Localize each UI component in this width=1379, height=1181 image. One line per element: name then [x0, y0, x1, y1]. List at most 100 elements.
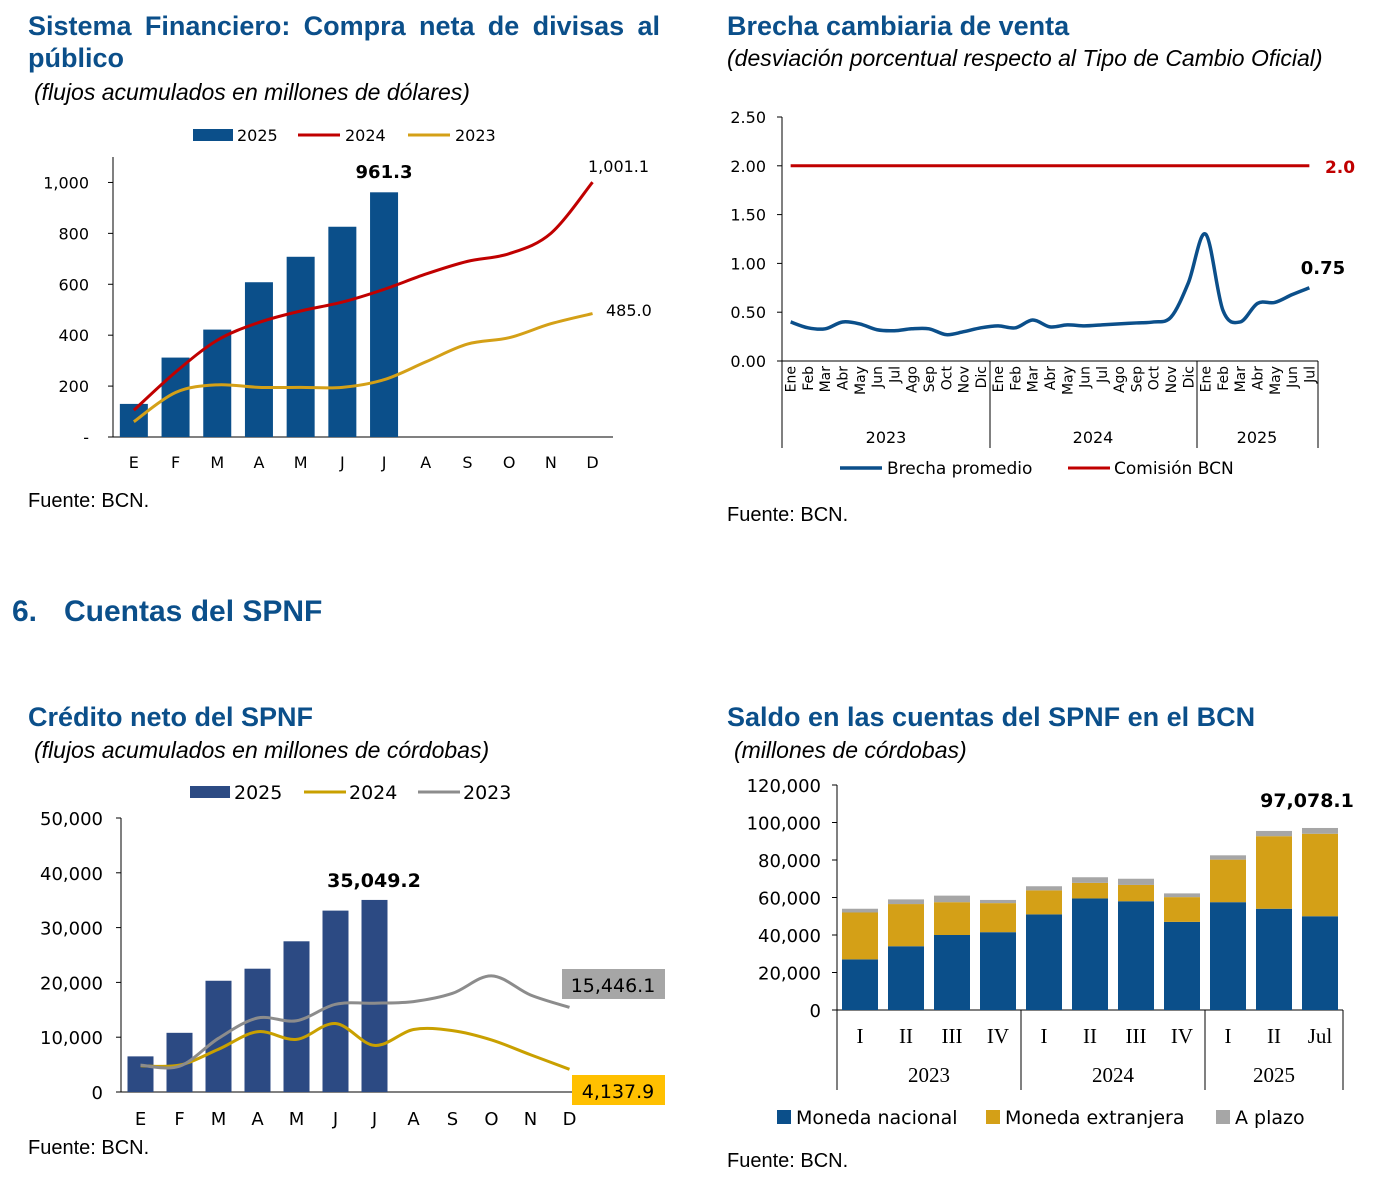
- month-label: Feb: [801, 366, 817, 391]
- bar-moneda-extranjera: [842, 912, 878, 960]
- y-tick-label: 0.00: [730, 352, 766, 371]
- chart3-subtitle: (flujos acumulados en millones de córdob…: [34, 737, 490, 763]
- y-tick-label: 60,000: [758, 889, 821, 910]
- y-tick-label: 1.00: [730, 254, 766, 273]
- y-tick-label: 30,000: [40, 919, 103, 940]
- year-label: 2023: [866, 428, 907, 447]
- x-tick-label: M: [211, 1109, 227, 1130]
- x-tick-label: IV: [987, 1024, 1009, 1048]
- chart1-source: Fuente: BCN.: [28, 490, 150, 512]
- chart2-source: Fuente: BCN.: [727, 504, 849, 526]
- bar-moneda-nacional: [1118, 901, 1154, 1010]
- y-tick-label: -: [83, 428, 89, 447]
- month-label: Jul: [887, 366, 903, 384]
- bar-moneda-extranjera: [980, 903, 1016, 933]
- line2024-end-label: 4,137.9: [582, 1081, 655, 1103]
- bar-moneda-nacional: [842, 959, 878, 1010]
- month-label: Jun: [870, 366, 886, 389]
- x-tick-label: I: [857, 1024, 864, 1048]
- month-label: Mar: [1026, 366, 1042, 393]
- legend-ap-swatch: [1216, 1110, 1230, 1124]
- bar-2025: [286, 256, 315, 437]
- chart4-subtitle: (millones de córdobas): [734, 737, 967, 763]
- bar-2025: [361, 899, 388, 1092]
- x-tick-label: J: [371, 1109, 377, 1130]
- chart1-title: Sistema Financiero: Compra neta de divis…: [28, 11, 660, 73]
- month-label: Abr: [1043, 366, 1059, 390]
- x-tick-label: F: [171, 453, 180, 472]
- month-label: Abr: [1250, 366, 1266, 390]
- line-2023: [140, 974, 570, 1070]
- legend-mn-swatch: [777, 1110, 791, 1124]
- bar-moneda-extranjera: [934, 902, 970, 935]
- line2023-end-label: 15,446.1: [571, 975, 656, 997]
- x-tick-label: M: [289, 1109, 305, 1130]
- bar-moneda-nacional: [1302, 916, 1338, 1010]
- bar-moneda-nacional: [888, 946, 924, 1010]
- month-label: Nov: [957, 366, 973, 393]
- brecha-last-label: 0.75: [1301, 258, 1345, 279]
- legend-2025-swatch: [193, 129, 233, 141]
- y-tick-label: 200: [58, 377, 89, 396]
- bar-a-plazo: [934, 895, 970, 903]
- month-label: Jul: [1302, 366, 1318, 384]
- bar-2025: [370, 192, 399, 437]
- chart2-subtitle: (desviación porcentual respecto al Tipo …: [727, 45, 1323, 71]
- x-tick-label: III: [1126, 1024, 1147, 1048]
- month-label: Jun: [1285, 366, 1301, 389]
- x-tick-label: J: [339, 453, 345, 472]
- x-tick-label: A: [420, 453, 431, 472]
- bar-a-plazo: [1072, 877, 1108, 883]
- x-tick-label: O: [484, 1109, 498, 1130]
- month-label: May: [1268, 366, 1284, 395]
- bar-2025: [322, 910, 349, 1092]
- bar-2025: [127, 1056, 154, 1092]
- bar-moneda-extranjera: [888, 904, 924, 947]
- month-label: May: [1060, 366, 1076, 395]
- line-2024: [132, 181, 594, 412]
- line-2024: [140, 1022, 571, 1071]
- y-tick-label: 40,000: [758, 926, 821, 947]
- line-2023: [132, 312, 593, 423]
- year-label: 2025: [1237, 428, 1278, 447]
- bar-a-plazo: [1118, 878, 1154, 885]
- bar-a-plazo: [1164, 893, 1200, 898]
- bar-moneda-nacional: [934, 935, 970, 1010]
- x-tick-label: N: [524, 1109, 537, 1130]
- month-label: Ene: [1199, 366, 1215, 392]
- x-tick-label: S: [462, 453, 472, 472]
- x-tick-label: I: [1225, 1024, 1232, 1048]
- chart4-source: Fuente: BCN.: [727, 1150, 849, 1172]
- bar-moneda-extranjera: [1164, 897, 1200, 922]
- x-tick-label: N: [545, 453, 557, 472]
- legend-me-swatch: [986, 1110, 1000, 1124]
- chart4-title: Saldo en las cuentas del SPNF en el BCN: [727, 702, 1256, 732]
- y-tick-label: 20,000: [40, 973, 103, 994]
- legend-2025-label: 2025: [237, 126, 278, 145]
- y-tick-label: 2.50: [730, 108, 766, 127]
- month-label: Jul: [1095, 366, 1111, 384]
- x-tick-label: M: [210, 453, 224, 472]
- x-tick-label: D: [586, 453, 598, 472]
- y-tick-label: 20,000: [758, 964, 821, 985]
- line2024-end-label-box: [572, 1075, 665, 1105]
- bar-a-plazo: [1256, 830, 1292, 837]
- month-label: Dic: [974, 366, 990, 388]
- bar-moneda-extranjera: [1210, 859, 1246, 903]
- x-tick-label: M: [294, 453, 308, 472]
- bar-moneda-extranjera: [1302, 833, 1338, 917]
- x-tick-label: A: [407, 1109, 420, 1130]
- x-tick-label: O: [503, 453, 516, 472]
- y-tick-label: 1,000: [43, 173, 89, 192]
- bar-moneda-nacional: [1210, 902, 1246, 1010]
- x-tick-label: II: [899, 1024, 913, 1048]
- y-tick-label: 40,000: [40, 864, 103, 885]
- x-tick-label: D: [563, 1109, 577, 1130]
- bar-moneda-extranjera: [1026, 890, 1062, 915]
- month-label: Mar: [1233, 366, 1249, 393]
- x-tick-label: I: [1041, 1024, 1048, 1048]
- section-number: 6.: [12, 595, 38, 628]
- legend-ap-label: A plazo: [1235, 1107, 1305, 1129]
- bar-moneda-nacional: [980, 932, 1016, 1010]
